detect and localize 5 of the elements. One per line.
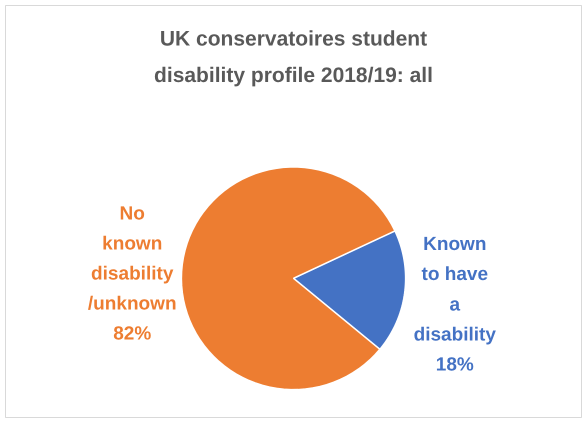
chart-title: UK conservatoires student disability profile 2018/19: all — [154, 27, 433, 88]
data-label: 18% — [436, 354, 474, 376]
slice-label: No known disability /unknown — [88, 203, 177, 315]
slice-label: Known to have a disability — [414, 234, 496, 346]
data-label: 82% — [113, 324, 152, 345]
